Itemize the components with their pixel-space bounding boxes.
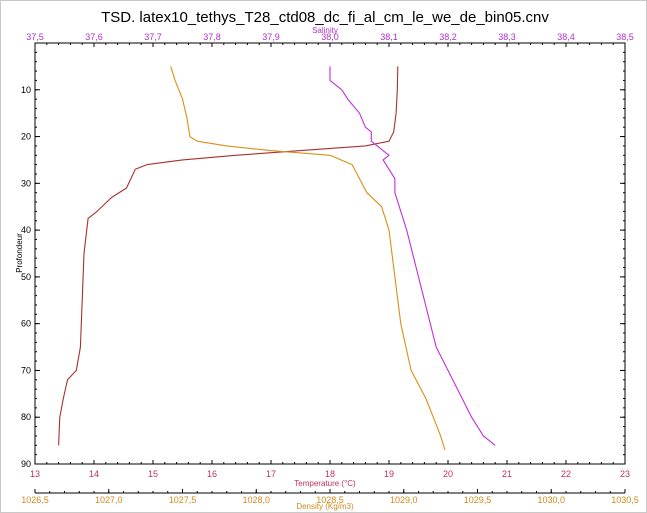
depth-axis: 10 20 30 40 50 60 70 80 90 (21, 42, 625, 469)
depth-tick-label: 70 (21, 365, 31, 375)
temperature-tick-label: 22 (561, 469, 571, 479)
depth-tick-label: 90 (21, 459, 31, 469)
temperature-tick-label: 16 (207, 469, 217, 479)
salinity-tick-label: 38,1 (380, 32, 398, 42)
temperature-tick-label: 13 (30, 469, 40, 479)
density-tick-label: 1030,0 (537, 495, 565, 505)
depth-tick-label: 60 (21, 319, 31, 329)
depth-tick-label: 10 (21, 85, 31, 95)
chart-title: TSD. latex10_tethys_T28_ctd08_dc_fi_al_c… (101, 9, 549, 26)
salinity-tick-label: 37,6 (85, 32, 103, 42)
density-tick-label: 1028,5 (316, 495, 344, 505)
temperature-tick-label: 21 (502, 469, 512, 479)
salinity-tick-label: 38,3 (498, 32, 516, 42)
temperature-tick-label: 20 (443, 469, 453, 479)
temperature-tick-label: 14 (89, 469, 99, 479)
depth-tick-label: 80 (21, 412, 31, 422)
salinity-axis-label: Salinity (312, 26, 338, 35)
depth-tick-label: 30 (21, 178, 31, 188)
temperature-tick-label: 19 (384, 469, 394, 479)
salinity-tick-label: 38,0 (321, 32, 339, 42)
density-axis-label: Density (Kg/m3) (296, 502, 354, 511)
density-tick-label: 1027,5 (169, 495, 197, 505)
temperature-tick-label: 15 (148, 469, 158, 479)
salinity-tick-label: 37,8 (203, 32, 221, 42)
density-tick-label: 1026,5 (21, 495, 49, 505)
salinity-tick-label: 38,5 (616, 32, 634, 42)
density-tick-label: 1029,5 (464, 495, 492, 505)
temperature-axis: 13 14 15 16 17 18 19 20 21 22 23 (30, 460, 630, 479)
density-profile-line (170, 66, 446, 451)
salinity-tick-label: 38,4 (557, 32, 575, 42)
temperature-axis-label: Temperature (°C) (294, 479, 356, 488)
plot-area (34, 42, 626, 465)
depth-tick-label: 20 (21, 132, 31, 142)
salinity-tick-label: 37,9 (262, 32, 280, 42)
salinity-tick-label: 37,5 (26, 32, 44, 42)
density-tick-label: 1029,0 (390, 495, 418, 505)
temperature-tick-label: 17 (266, 469, 276, 479)
temperature-profile-line (58, 66, 399, 446)
series-layer (58, 66, 496, 451)
density-tick-label: 1028,0 (242, 495, 270, 505)
density-tick-label: 1027,0 (95, 495, 123, 505)
salinity-tick-label: 38,2 (439, 32, 457, 42)
density-tick-label: 1030,5 (611, 495, 639, 505)
depth-tick-label: 40 (21, 225, 31, 235)
salinity-axis: 37,5 37,6 37,7 37,8 37,9 38,0 38,1 38,2 38,3 38,4… (26, 32, 634, 47)
depth-axis-label: Profondeur (15, 233, 24, 273)
temperature-tick-label: 23 (620, 469, 630, 479)
temperature-tick-label: 18 (325, 469, 335, 479)
salinity-profile-line (329, 66, 496, 446)
depth-tick-label: 50 (21, 272, 31, 282)
salinity-tick-label: 37,7 (144, 32, 162, 42)
density-axis: 1026,5 1027,0 1027,5 1028,0 1028,5 1029,0 1029… (21, 489, 639, 505)
